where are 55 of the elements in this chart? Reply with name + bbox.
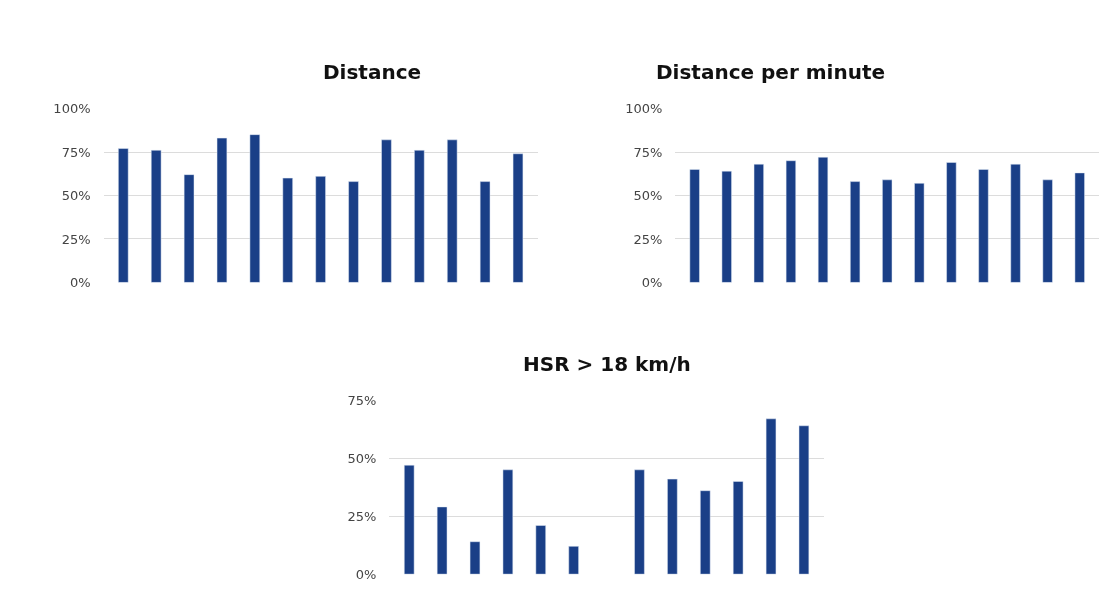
y-tick-label: 75%: [347, 392, 377, 408]
y-tick-label: 100%: [625, 101, 663, 117]
bar: [535, 525, 546, 575]
y-tick-label: 50%: [633, 188, 663, 204]
bar: [447, 139, 458, 283]
bar: [502, 469, 514, 575]
bar: [348, 181, 359, 283]
chart-title: Distance: [323, 60, 422, 84]
y-tick-label: 25%: [633, 231, 663, 247]
bar: [1010, 163, 1021, 283]
bar: [817, 156, 829, 283]
bar: [667, 478, 678, 575]
bar: [436, 506, 448, 575]
chart-title: HSR > 18 km/h: [523, 352, 691, 376]
bar: [512, 153, 524, 283]
bar: [568, 546, 579, 575]
bar: [469, 541, 481, 575]
bar: [404, 464, 415, 575]
bar: [978, 169, 989, 283]
y-tick-label: 100%: [53, 101, 91, 117]
bar: [150, 150, 162, 283]
bar: [118, 148, 129, 283]
y-tick-label: 25%: [347, 508, 377, 524]
bar: [634, 469, 645, 575]
bar: [700, 490, 711, 575]
bar: [798, 425, 810, 575]
y-tick-label: 0%: [69, 275, 91, 290]
y-tick-label: 0%: [641, 275, 663, 290]
y-tick-label: 25%: [61, 231, 91, 247]
bar: [249, 134, 261, 283]
y-tick-label: 75%: [633, 144, 663, 160]
bar: [785, 160, 796, 283]
y-tick-label: 75%: [61, 144, 91, 160]
y-tick-label: 0%: [355, 566, 377, 582]
bar: [850, 181, 861, 283]
bar: [183, 174, 195, 283]
bar: [753, 163, 764, 283]
bar: [721, 170, 732, 283]
bar: [882, 179, 893, 283]
bar: [1074, 172, 1085, 283]
bar: [1042, 179, 1053, 283]
y-tick-label: 50%: [61, 188, 91, 204]
bar: [914, 183, 925, 283]
bar: [282, 177, 293, 283]
y-tick-label: 50%: [347, 450, 377, 466]
bar: [689, 169, 700, 283]
chart-title: Distance per minute: [656, 60, 886, 84]
bar: [732, 481, 744, 575]
bar: [381, 139, 392, 283]
bar: [414, 150, 425, 283]
bar: [765, 418, 777, 575]
bar: [216, 137, 228, 283]
bar: [315, 176, 326, 283]
bar: [479, 181, 491, 283]
bar: [946, 162, 957, 283]
